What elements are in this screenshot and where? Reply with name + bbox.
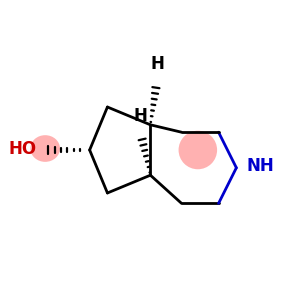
Text: NH: NH (247, 157, 274, 175)
Text: HO: HO (8, 140, 36, 158)
Text: H: H (151, 55, 165, 73)
Ellipse shape (178, 131, 217, 169)
Ellipse shape (30, 135, 60, 162)
Text: H: H (133, 107, 147, 125)
